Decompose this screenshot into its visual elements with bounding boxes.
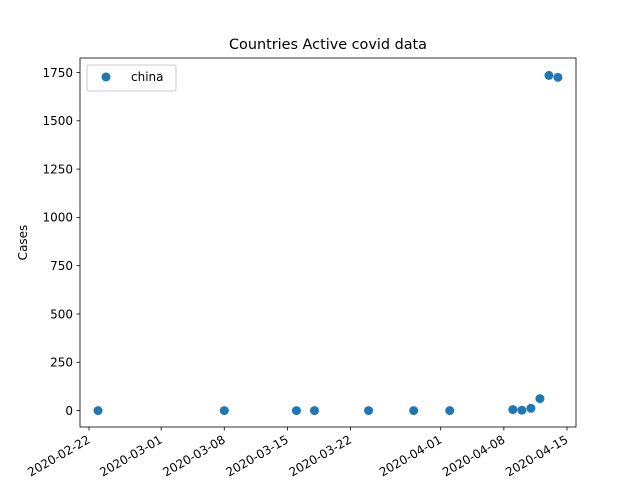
- x-tick-label: 2020-04-08: [440, 432, 507, 479]
- x-tick-label: 2020-02-22: [25, 432, 92, 479]
- y-tick-label: 750: [50, 259, 73, 273]
- data-point: [219, 406, 229, 416]
- data-point: [409, 406, 419, 416]
- data-point: [526, 403, 536, 413]
- data-points: [93, 70, 563, 416]
- x-tick-label: 2020-03-01: [97, 432, 164, 479]
- plot-frame: [79, 57, 577, 428]
- data-point: [309, 406, 319, 416]
- data-point: [535, 394, 545, 404]
- y-tick-label: 0: [65, 404, 73, 418]
- x-tick-label: 2020-04-15: [503, 432, 570, 479]
- plot-area: [80, 58, 576, 427]
- x-tick-label: 2020-03-15: [224, 432, 291, 479]
- data-point: [445, 406, 455, 416]
- legend: china: [86, 64, 177, 92]
- x-tick-label: 2020-04-01: [377, 432, 444, 479]
- y-axis-label: Cases: [16, 225, 30, 261]
- y-tick-label: 1250: [42, 162, 73, 176]
- data-point: [291, 406, 301, 416]
- legend-label: china: [131, 70, 164, 84]
- data-point: [544, 70, 554, 80]
- legend-box: [86, 64, 177, 92]
- data-point: [93, 406, 103, 416]
- data-point: [364, 406, 374, 416]
- y-tick-label: 1500: [42, 114, 73, 128]
- y-axis-ticks: 0 250 500 750 1000 1250 1500 1750: [42, 66, 80, 418]
- x-axis-ticks: 2020-02-22 2020-03-012020-03-082020-03-15…: [25, 427, 570, 479]
- data-point: [508, 405, 518, 415]
- data-point: [517, 405, 527, 415]
- chart-title: Countries Active covid data: [229, 37, 427, 53]
- y-tick-label: 500: [50, 307, 73, 321]
- y-tick-label: 250: [50, 356, 73, 370]
- data-point: [553, 72, 563, 82]
- x-tick-label: 2020-03-08: [160, 432, 227, 479]
- y-tick-label: 1000: [42, 211, 73, 225]
- y-tick-label: 1750: [42, 66, 73, 80]
- x-tick-label: 2020-03-22: [287, 432, 354, 479]
- legend-marker: [101, 72, 111, 82]
